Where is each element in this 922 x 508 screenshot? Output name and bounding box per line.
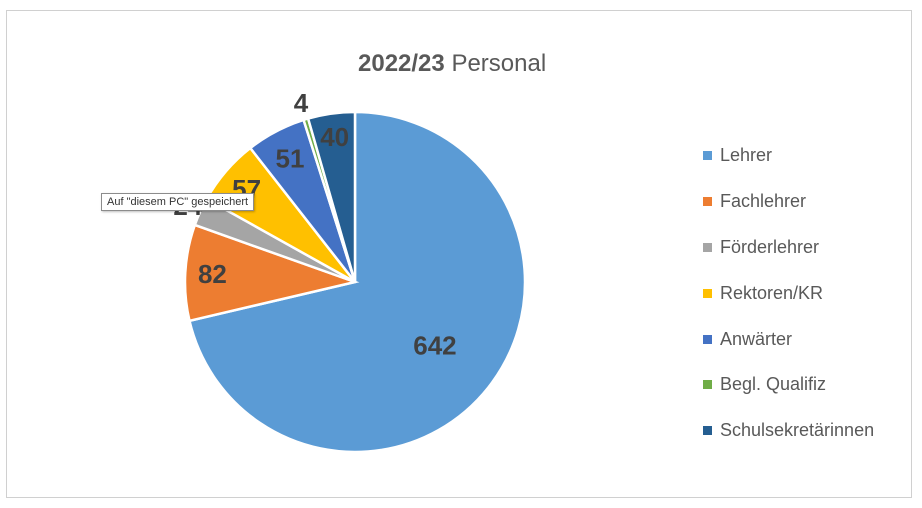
- pie-slice-schulsekret-rinnen: [306, 110, 357, 283]
- legend-item-schulsekret-rinnen: Schulsekretärinnen: [703, 408, 874, 454]
- legend-label: Schulsekretärinnen: [720, 420, 875, 441]
- legend-item-rektoren-kr: Rektoren/KR: [703, 270, 874, 316]
- data-label-schulsekret-rinnen: 40: [320, 122, 349, 152]
- legend-label: Begl. Qualifiz: [720, 374, 827, 395]
- data-label-lehrer: 642: [413, 330, 456, 360]
- save-status-tooltip: Auf "diesem PC" gespeichert: [101, 193, 255, 211]
- legend-item-fachlehrer: Fachlehrer: [703, 179, 874, 225]
- legend-swatch: [703, 151, 712, 161]
- legend-item-begl-qualifiz: Begl. Qualifiz: [703, 362, 874, 408]
- legend-item-anw-rter: Anwärter: [703, 316, 874, 362]
- legend-swatch: [703, 197, 712, 207]
- legend-swatch: [703, 334, 712, 344]
- data-label-begl-qualifiz: 4: [294, 88, 309, 118]
- legend-item-lehrer: Lehrer: [703, 133, 874, 179]
- legend-item-f-rderlehrer: Förderlehrer: [703, 225, 874, 271]
- pie-slice-fachlehrer: [183, 223, 360, 323]
- data-label-anw-rter: 51: [276, 144, 305, 174]
- legend-label: Rektoren/KR: [720, 282, 824, 303]
- legend-label: Förderlehrer: [720, 236, 820, 257]
- legend-label: Fachlehrer: [720, 191, 807, 212]
- chart-title-year: 2022/23: [358, 50, 445, 77]
- chart-title-rest: Personal: [451, 50, 547, 77]
- legend-label: Anwärter: [720, 328, 793, 349]
- legend-swatch: [703, 426, 712, 436]
- legend-swatch: [703, 380, 712, 390]
- legend-label: Lehrer: [720, 145, 773, 166]
- legend-swatch: [703, 242, 712, 252]
- legend-swatch: [703, 288, 712, 298]
- chart-legend: Lehrer Fachlehrer Förderlehrer Rektoren/KR A…: [703, 133, 874, 454]
- data-label-fachlehrer: 82: [198, 259, 227, 289]
- chart-title: 2022/23 Personal: [358, 50, 546, 78]
